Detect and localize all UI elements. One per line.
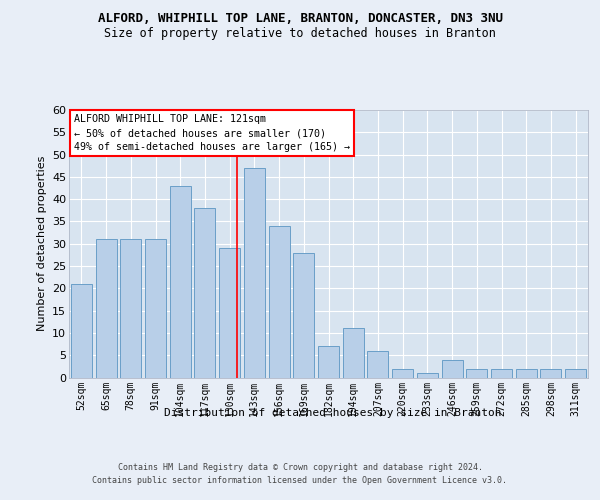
- Bar: [95, 240, 116, 378]
- Bar: [71, 284, 92, 378]
- Bar: [145, 240, 166, 378]
- Bar: [194, 208, 215, 378]
- Text: Contains public sector information licensed under the Open Government Licence v3: Contains public sector information licen…: [92, 476, 508, 485]
- Bar: [318, 346, 339, 378]
- Bar: [541, 368, 562, 378]
- Bar: [442, 360, 463, 378]
- Bar: [170, 186, 191, 378]
- Bar: [244, 168, 265, 378]
- Bar: [219, 248, 240, 378]
- Bar: [120, 240, 141, 378]
- Bar: [367, 351, 388, 378]
- Bar: [417, 373, 438, 378]
- Text: Size of property relative to detached houses in Branton: Size of property relative to detached ho…: [104, 28, 496, 40]
- Text: ALFORD, WHIPHILL TOP LANE, BRANTON, DONCASTER, DN3 3NU: ALFORD, WHIPHILL TOP LANE, BRANTON, DONC…: [97, 12, 503, 26]
- Bar: [269, 226, 290, 378]
- Bar: [293, 252, 314, 378]
- Bar: [565, 368, 586, 378]
- Text: Contains HM Land Registry data © Crown copyright and database right 2024.: Contains HM Land Registry data © Crown c…: [118, 462, 482, 471]
- Bar: [516, 368, 537, 378]
- Bar: [343, 328, 364, 378]
- Y-axis label: Number of detached properties: Number of detached properties: [37, 156, 47, 332]
- Bar: [392, 368, 413, 378]
- Bar: [491, 368, 512, 378]
- Text: ALFORD WHIPHILL TOP LANE: 121sqm
← 50% of detached houses are smaller (170)
49% : ALFORD WHIPHILL TOP LANE: 121sqm ← 50% o…: [74, 114, 350, 152]
- Bar: [466, 368, 487, 378]
- Text: Distribution of detached houses by size in Branton: Distribution of detached houses by size …: [164, 408, 502, 418]
